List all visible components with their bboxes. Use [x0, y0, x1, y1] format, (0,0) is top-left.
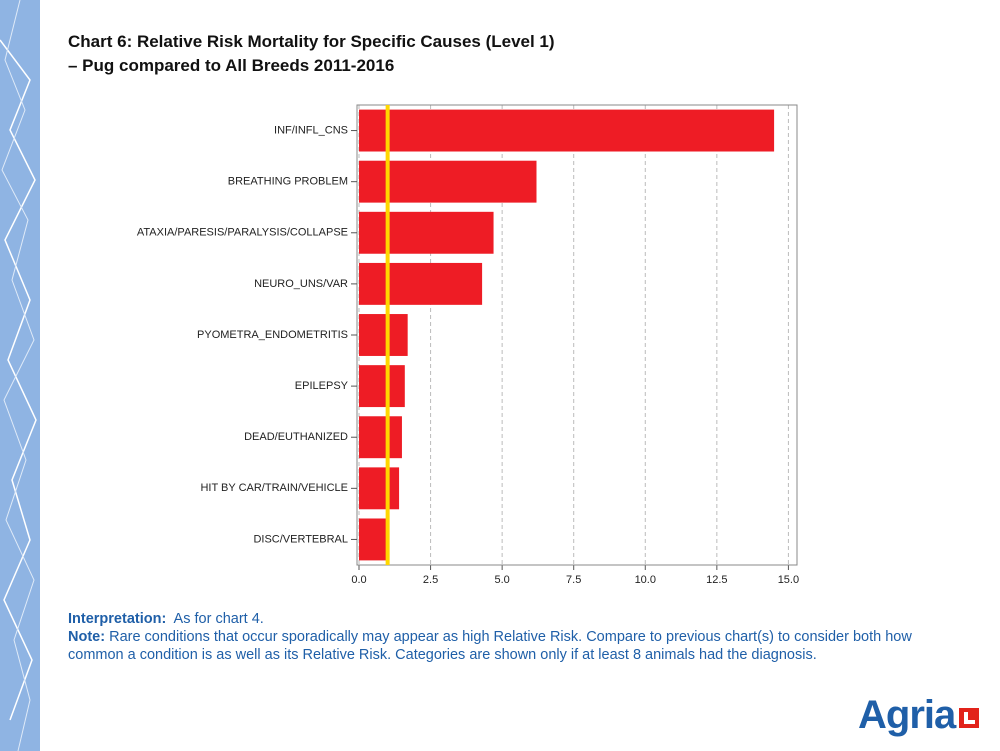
chart: 0.0 2.5 5.0 7.5 10.0 12.5 15.0 INF/INFL_CNS BREA… — [137, 104, 799, 586]
bar — [359, 518, 388, 561]
bar — [359, 211, 494, 254]
chart-subtitle: – Pug compared to All Breeds 2011-2016 — [68, 56, 395, 75]
text: As for chart 4. — [173, 611, 264, 627]
y-tick-label: EPILEPSY — [295, 380, 349, 392]
logo: Agria — [858, 693, 980, 738]
label: Interpretation: — [68, 611, 167, 627]
x-tick-label: 2.5 — [423, 574, 438, 586]
bar — [359, 109, 775, 152]
side-decoration — [0, 0, 40, 751]
y-tick-label: PYOMETRA_ENDOMETRITIS — [197, 329, 348, 341]
y-tick-label: HIT BY CAR/TRAIN/VEHICLE — [200, 482, 348, 494]
label: Note: — [68, 629, 106, 645]
interpretation: Interpretation: As for chart 4. — [68, 610, 938, 628]
chart-title: Chart 6: Relative Risk Mortality for Spe… — [68, 32, 555, 51]
bar — [359, 314, 408, 356]
note: Note: Rare conditions that occur sporadi… — [68, 628, 938, 664]
y-tick-label: INF/INFL_CNS — [274, 124, 348, 136]
logo-text: Agria — [858, 693, 956, 737]
x-tick-label: 0.0 — [351, 574, 366, 586]
x-tick-label: 15.0 — [778, 574, 799, 586]
y-tick-label: BREATHING PROBLEM — [228, 176, 348, 188]
x-tick-label: 12.5 — [706, 574, 727, 586]
logo-icon — [959, 708, 980, 728]
x-tick-label: 7.5 — [566, 574, 581, 586]
x-tick-label: 10.0 — [635, 574, 656, 586]
bar — [359, 416, 402, 459]
bar — [359, 467, 400, 510]
bar — [359, 262, 483, 305]
y-tick-label: NEURO_UNS/VAR — [254, 278, 348, 290]
text: Rare conditions that occur sporadically … — [68, 629, 912, 663]
bar — [359, 160, 537, 203]
notes: Interpretation: As for chart 4. Note: Ra… — [68, 610, 938, 664]
y-tick-label: ATAXIA/PARESIS/PARALYSIS/COLLAPSE — [137, 227, 348, 239]
x-tick-label: 5.0 — [494, 574, 509, 586]
y-tick-label: DEAD/EUTHANIZED — [244, 431, 348, 443]
bar — [359, 365, 405, 408]
y-tick-label: DISC/VERTEBRAL — [253, 533, 348, 545]
